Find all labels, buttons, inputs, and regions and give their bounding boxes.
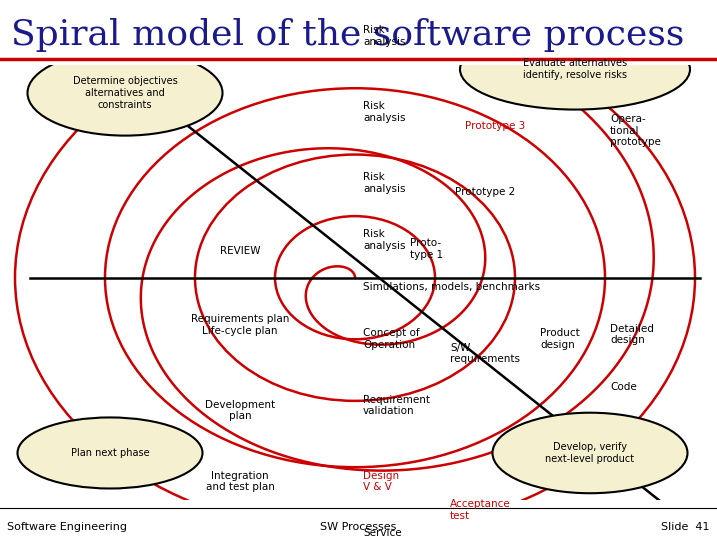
Text: Service: Service — [363, 528, 402, 538]
Text: Acceptance
test: Acceptance test — [450, 499, 511, 521]
Text: Product
design: Product design — [540, 329, 580, 350]
Text: Opera-
tional
prototype: Opera- tional prototype — [610, 114, 661, 147]
Text: Evaluate alternatives
identify, resolve risks: Evaluate alternatives identify, resolve … — [523, 59, 627, 80]
Text: Spiral model of the software process: Spiral model of the software process — [11, 18, 684, 52]
Text: Plan next phase: Plan next phase — [71, 448, 149, 458]
Text: Detailed
design: Detailed design — [610, 324, 654, 345]
Text: SW Processes: SW Processes — [320, 522, 397, 532]
Text: REVIEW: REVIEW — [219, 246, 260, 256]
Text: Prototype 2: Prototype 2 — [455, 187, 516, 197]
Text: Risk
analysis: Risk analysis — [363, 229, 406, 251]
Text: Design
V & V: Design V & V — [363, 471, 399, 492]
Text: Integration
and test plan: Integration and test plan — [206, 471, 275, 492]
Text: Develop, verify
next-level product: Develop, verify next-level product — [546, 442, 635, 464]
Text: Unit test: Unit test — [570, 420, 614, 429]
Ellipse shape — [460, 29, 690, 110]
Text: Risk
analysis: Risk analysis — [363, 101, 406, 123]
Ellipse shape — [27, 51, 222, 136]
Text: Development
plan: Development plan — [205, 400, 275, 421]
Text: Determine objectives
alternatives and
constraints: Determine objectives alternatives and co… — [72, 76, 177, 110]
Text: S/W
requirements: S/W requirements — [450, 343, 520, 364]
Text: Risk
analysis: Risk analysis — [363, 25, 406, 47]
Ellipse shape — [493, 413, 688, 493]
Text: Requirements plan
Life-cycle plan: Requirements plan Life-cycle plan — [191, 314, 289, 336]
Text: Integration
test: Integration test — [520, 451, 578, 473]
Text: Risk
analysis: Risk analysis — [363, 172, 406, 194]
Text: Concept of
Operation: Concept of Operation — [363, 329, 419, 350]
Text: Code: Code — [610, 381, 637, 392]
Text: Slide  41: Slide 41 — [661, 522, 710, 532]
Text: Prototype 3: Prototype 3 — [465, 121, 526, 131]
Ellipse shape — [17, 417, 202, 489]
Text: Requirement
validation: Requirement validation — [363, 395, 430, 416]
Text: Simulations, models, benchmarks: Simulations, models, benchmarks — [363, 282, 540, 292]
Text: Software Engineering: Software Engineering — [7, 522, 127, 532]
Text: Proto-
type 1: Proto- type 1 — [410, 238, 443, 260]
